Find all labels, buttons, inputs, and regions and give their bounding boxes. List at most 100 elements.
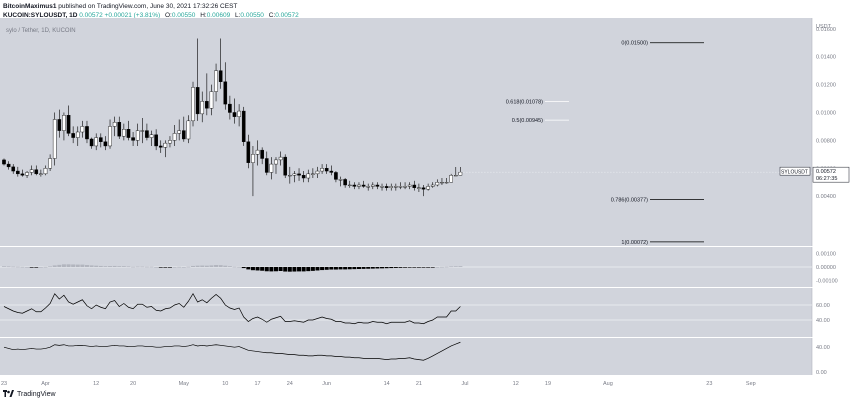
rsi-tick-label: 60.00 bbox=[816, 303, 830, 309]
footer-brand[interactable]: TradingView bbox=[17, 390, 56, 398]
candle-body bbox=[380, 186, 384, 188]
macd-histogram-bar bbox=[172, 267, 177, 268]
macd-histogram-bar bbox=[306, 267, 311, 272]
macd-histogram-bar bbox=[250, 267, 255, 271]
macd-histogram-bar bbox=[375, 267, 380, 269]
candle-body bbox=[251, 154, 255, 163]
candle-body bbox=[6, 163, 11, 168]
stoch-tick-label: 0.00 bbox=[816, 370, 827, 376]
candle-body bbox=[241, 110, 246, 142]
time-tick-label: Aug bbox=[603, 381, 613, 387]
candle-body bbox=[154, 134, 158, 147]
macd-histogram-bar bbox=[361, 267, 366, 269]
tradingview-logo-icon bbox=[3, 390, 14, 397]
price-axis-bg bbox=[812, 18, 850, 375]
low-label: L: bbox=[235, 12, 241, 19]
macd-histogram-bar bbox=[121, 266, 126, 267]
candle-body bbox=[112, 122, 117, 127]
macd-histogram-bar bbox=[167, 267, 172, 268]
fib-level-label: 0.786(0.00377) bbox=[611, 197, 648, 203]
fib-level-label: 0(0.01500) bbox=[621, 41, 648, 47]
candle-body bbox=[181, 130, 186, 140]
chart-header: BitcoinMaximus1 published on TradingView… bbox=[3, 2, 299, 20]
candle-body bbox=[311, 173, 315, 175]
macd-histogram-bar bbox=[11, 266, 16, 268]
candle-body bbox=[412, 184, 417, 188]
candle-body bbox=[177, 130, 181, 134]
time-tick-label: 21 bbox=[416, 381, 422, 387]
author-name[interactable]: BitcoinMaximus1 bbox=[3, 3, 57, 10]
candle-body bbox=[89, 138, 94, 147]
candle-body bbox=[94, 137, 98, 147]
price-tick-label: 0.00400 bbox=[816, 194, 836, 200]
candle-body bbox=[357, 184, 361, 187]
close-label: C: bbox=[268, 12, 276, 19]
candle-body bbox=[205, 101, 209, 109]
macd-histogram-bar bbox=[273, 267, 278, 272]
macd-histogram-bar bbox=[444, 266, 449, 268]
candle-body bbox=[191, 87, 195, 122]
price-tick-label: 0.01000 bbox=[816, 110, 836, 116]
macd-histogram-bar bbox=[227, 266, 232, 267]
price-tick-label: 0.01400 bbox=[816, 55, 836, 61]
time-tick-label: 23 bbox=[1, 381, 7, 387]
stoch-line bbox=[3, 341, 461, 361]
candle-body bbox=[292, 173, 297, 176]
candle-body bbox=[371, 184, 375, 187]
macd-histogram-bar bbox=[264, 267, 269, 272]
open-value: 0.00550 bbox=[171, 12, 196, 19]
candle-body bbox=[11, 166, 16, 172]
macd-histogram-bar bbox=[292, 267, 297, 272]
candle-body bbox=[338, 179, 343, 181]
fib-level-label: 1(0.00072) bbox=[621, 240, 648, 246]
macd-histogram-bar bbox=[177, 266, 182, 268]
macd-histogram-bar bbox=[181, 267, 186, 268]
macd-histogram-bar bbox=[57, 264, 62, 267]
macd-histogram-bar bbox=[66, 264, 71, 267]
macd-histogram-bar bbox=[416, 267, 421, 268]
pane-title: sylo / Tether, 1D, KUCOIN bbox=[6, 28, 76, 34]
candle-body bbox=[315, 170, 320, 175]
macd-histogram-bar bbox=[426, 267, 431, 268]
low-value: 0.00550 bbox=[240, 12, 264, 19]
macd-histogram-bar bbox=[75, 264, 80, 267]
macd-histogram-bar bbox=[48, 266, 53, 268]
candle-body bbox=[158, 145, 163, 148]
candle-body bbox=[200, 101, 205, 115]
candle-body bbox=[329, 170, 334, 173]
macd-histogram-bar bbox=[384, 267, 389, 269]
candle-body bbox=[186, 120, 191, 140]
macd-histogram-bar bbox=[320, 267, 325, 271]
candle-body bbox=[209, 91, 214, 109]
close-value: 0.00572 bbox=[275, 12, 299, 19]
macd-histogram-bar bbox=[347, 267, 352, 270]
price-chart[interactable]: 0.01600 0.01400 0.01200 0.01000 0.00800 0.00 6… bbox=[0, 18, 850, 388]
candle-body bbox=[99, 137, 103, 142]
candle-body bbox=[52, 119, 57, 159]
candle-body bbox=[140, 130, 145, 132]
price-tick-label: 0.00800 bbox=[816, 138, 836, 144]
candle-body bbox=[297, 173, 301, 176]
price-tick-label: 0.01200 bbox=[816, 83, 836, 89]
candle-body bbox=[117, 122, 122, 137]
macd-histogram-bar bbox=[15, 266, 20, 268]
time-tick-label: 10 bbox=[222, 381, 228, 387]
time-tick-label: Apr bbox=[41, 381, 50, 387]
candle-body bbox=[232, 112, 237, 117]
macd-histogram-bar bbox=[117, 266, 122, 267]
macd-histogram-bar bbox=[186, 266, 191, 268]
macd-histogram-bar bbox=[52, 265, 57, 267]
high-value: 0.00609 bbox=[206, 12, 231, 19]
candle-body bbox=[283, 156, 288, 176]
time-tick-label: 14 bbox=[384, 381, 390, 387]
candle-body bbox=[2, 159, 6, 165]
candle-body bbox=[366, 186, 370, 188]
macd-histogram-bar bbox=[352, 267, 357, 270]
macd-histogram-bar bbox=[237, 266, 242, 268]
macd-histogram-bar bbox=[278, 267, 283, 271]
macd-histogram-bar bbox=[389, 267, 394, 269]
fib-level-label: 0.618(0.01078) bbox=[506, 100, 543, 106]
macd-histogram-bar bbox=[135, 266, 140, 268]
macd-histogram-bar bbox=[20, 266, 25, 268]
time-tick-label: 20 bbox=[130, 381, 136, 387]
